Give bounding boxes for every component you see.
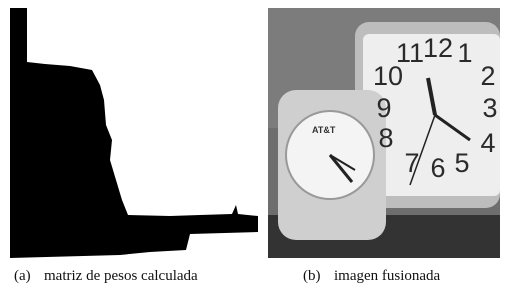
figure: AT&T 10 11 12 1 2 3 4 5 6 7 8 9 (a) matr…	[0, 0, 505, 290]
clock-numeral: 2	[480, 61, 495, 91]
clock-numeral: 6	[430, 153, 445, 183]
weight-mask-image	[10, 8, 258, 258]
clock-numeral: 9	[376, 93, 391, 123]
clock-numeral: 5	[454, 148, 469, 178]
clock-numeral: 12	[423, 33, 453, 63]
page: AT&T 10 11 12 1 2 3 4 5 6 7 8 9 (a) matr…	[0, 0, 505, 290]
panel-caption: matriz de pesos calculada	[44, 268, 198, 284]
clock-numeral: 1	[457, 38, 472, 68]
panel-label: (b)	[303, 268, 321, 284]
fused-image: AT&T 10 11 12 1 2 3 4 5 6 7 8 9	[268, 8, 500, 258]
clock-numeral: 3	[482, 93, 497, 123]
panel-label: (a)	[14, 268, 31, 284]
clock-numeral: 11	[396, 38, 424, 68]
clock-numeral: 8	[378, 123, 393, 153]
clock-numeral: 7	[404, 148, 419, 178]
panel-caption: imagen fusionada	[334, 268, 441, 284]
clock-numeral: 4	[480, 128, 495, 158]
clock-brand: AT&T	[312, 125, 336, 135]
